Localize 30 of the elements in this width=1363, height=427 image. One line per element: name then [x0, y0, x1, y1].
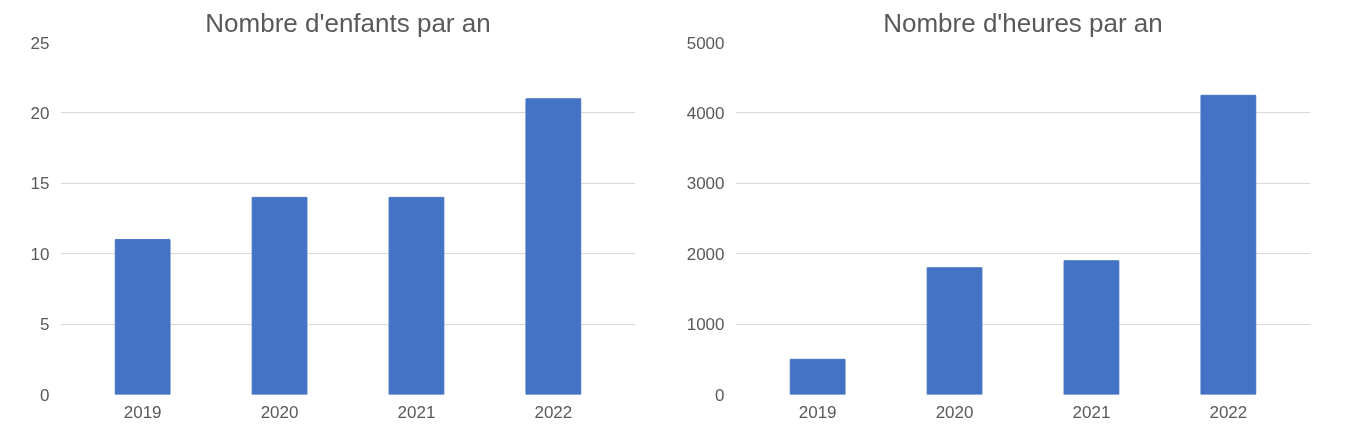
y-tick-label: 10	[30, 244, 50, 264]
y-tick-label: 0	[40, 385, 50, 405]
y-tick-label: 2000	[686, 244, 725, 264]
y-tick-label: 3000	[686, 174, 725, 194]
x-tick-label: 2021	[1072, 402, 1111, 422]
bar	[1200, 94, 1257, 395]
x-tick-label: 2019	[798, 402, 837, 422]
bar	[251, 196, 308, 395]
y-tick-label: 15	[30, 174, 50, 194]
x-tick-label: 2020	[260, 402, 299, 422]
y-tick-label: 5000	[686, 33, 725, 53]
bar	[388, 196, 445, 395]
y-tick-label: 25	[30, 33, 50, 53]
y-tick-label: 5	[40, 315, 50, 335]
y-tick-label: 4000	[686, 103, 725, 123]
chart-title: Nombre d'enfants par an	[205, 7, 491, 38]
y-tick-label: 1000	[686, 315, 725, 335]
y-tick-label: 0	[715, 385, 725, 405]
x-tick-label: 2020	[935, 402, 974, 422]
x-tick-label: 2022	[1209, 402, 1248, 422]
x-tick-label: 2022	[534, 402, 573, 422]
chart-title: Nombre d'heures par an	[883, 7, 1163, 38]
bar	[114, 239, 171, 395]
bar	[926, 267, 983, 395]
x-tick-label: 2019	[123, 402, 162, 422]
bar	[525, 98, 582, 395]
y-tick-label: 20	[30, 103, 50, 123]
x-tick-label: 2021	[397, 402, 436, 422]
bar	[1063, 260, 1120, 395]
bar	[789, 358, 846, 395]
